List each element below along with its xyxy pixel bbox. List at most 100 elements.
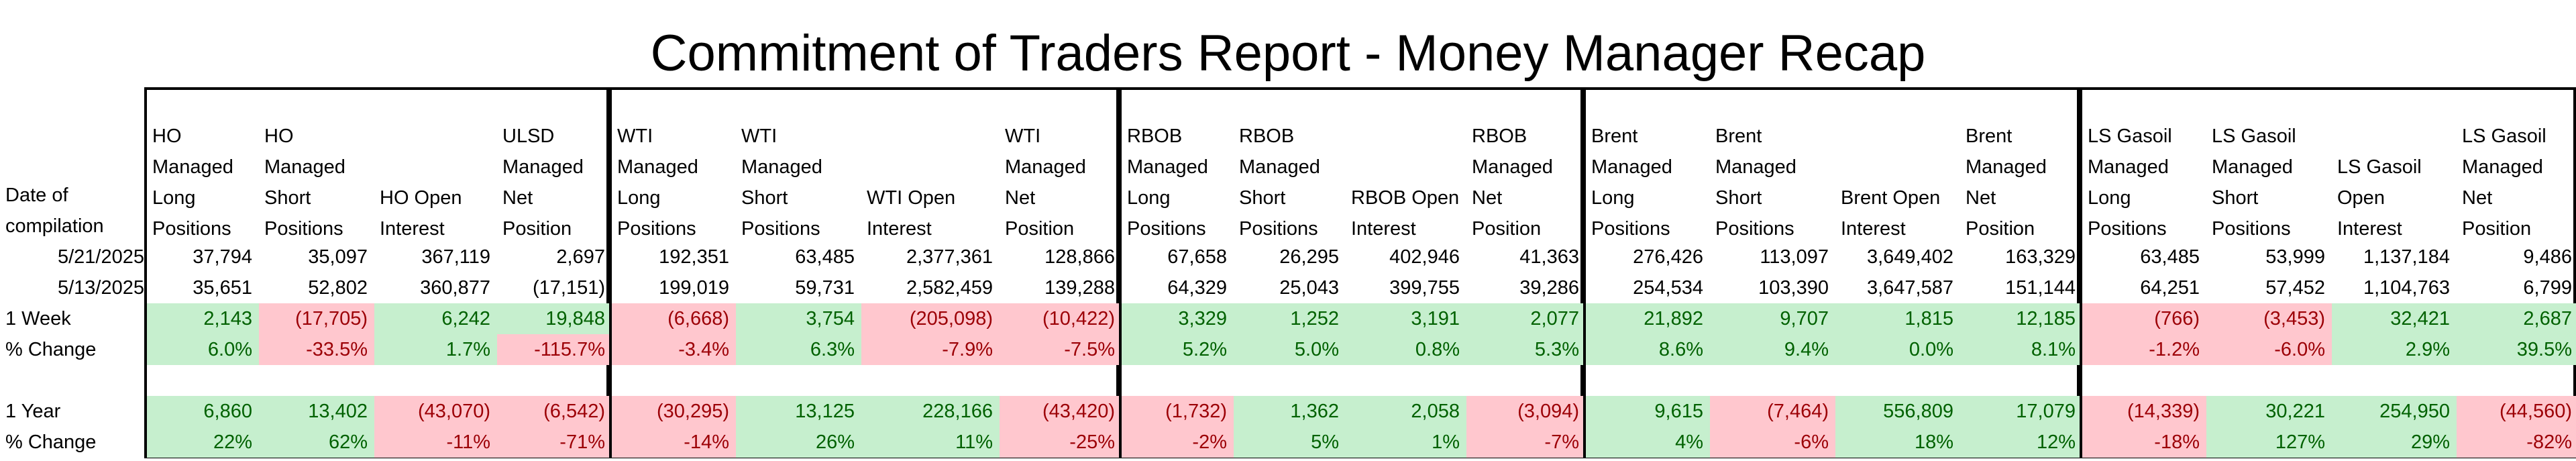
column-header-line: Position (502, 218, 572, 240)
value-cell-date1: 41,363 (1519, 246, 1579, 268)
column-header-line: Managed (1715, 156, 1796, 178)
column-header-line: Positions (1239, 218, 1318, 240)
column-header-line: Managed (617, 156, 698, 178)
value-cell-year: 254,950 (2332, 396, 2457, 427)
column-header-line: Managed (2088, 156, 2169, 178)
value-cell-week: (10,422) (1000, 303, 1122, 334)
column-header-line: Long (617, 187, 661, 209)
value-cell-week: (766) (2082, 303, 2206, 334)
value-cell-week: (6,668) (612, 303, 736, 334)
value-cell-year-pct: 1% (1346, 427, 1466, 458)
column-header-line: Positions (264, 218, 343, 240)
value-cell-date2: 64,329 (1167, 277, 1227, 299)
value-cell-year: (7,464) (1710, 396, 1835, 427)
value-cell-date1: 53,999 (2265, 246, 2325, 268)
value-cell-week-pct: 6.3% (736, 334, 861, 365)
value-cell-week-pct: -7.9% (861, 334, 1000, 365)
value-cell-week: 3,329 (1122, 303, 1234, 334)
column-header-line: Long (2088, 187, 2131, 209)
column-header-line: Brent (1966, 125, 2012, 147)
column-brent-2: Brent Open Interest 3,649,402 3,647,587 1,81… (1835, 90, 1960, 458)
value-cell-week: 2,143 (147, 303, 259, 334)
value-cell-date1: 163,329 (2005, 246, 2076, 268)
week-change-label: 1 Week (5, 308, 71, 329)
column-header-line: Positions (1127, 218, 1206, 240)
value-cell-week-pct: -1.2% (2082, 334, 2206, 365)
value-cell-date1: 26,295 (1279, 246, 1339, 268)
value-cell-week-pct: 8.1% (1960, 334, 2082, 365)
value-cell-week: 19,848 (497, 303, 612, 334)
column-header-line: HO Open (380, 187, 462, 209)
value-cell-year: (6,542) (497, 396, 612, 427)
value-cell-year-pct: 22% (147, 427, 259, 458)
column-header-line: LS Gasoil (2462, 125, 2546, 147)
column-ho-3: ULSD Managed Net Position 2,697 (17,151) 19,84… (497, 90, 612, 458)
value-cell-week-pct: 6.0% (147, 334, 259, 365)
column-header-line: Positions (2088, 218, 2167, 240)
column-wti-0: WTI Managed Long Positions 192,351 199,019 (6,… (612, 90, 736, 458)
value-cell-year: (43,070) (374, 396, 497, 427)
value-cell-date1: 276,426 (1633, 246, 1703, 268)
value-cell-year: 1,362 (1234, 396, 1346, 427)
value-cell-date2: 39,286 (1519, 277, 1579, 299)
column-header-line: Net (2462, 187, 2493, 209)
value-cell-week-pct: 5.3% (1466, 334, 1586, 365)
value-cell-date1: 3,649,402 (1866, 246, 1953, 268)
value-cell-year-pct: -2% (1122, 427, 1234, 458)
value-cell-week: 6,242 (374, 303, 497, 334)
value-cell-year: 228,166 (861, 396, 1000, 427)
column-brent-1: Brent Managed Short Positions 113,097 103,390… (1710, 90, 1835, 458)
value-cell-date2: 139,288 (1044, 277, 1115, 299)
value-cell-date1: 128,866 (1044, 246, 1115, 268)
column-header-line: Brent (1591, 125, 1638, 147)
column-header-line: Positions (741, 218, 820, 240)
value-cell-week-pct: -33.5% (259, 334, 374, 365)
column-header-line: Managed (2212, 156, 2293, 178)
column-ho-1: HO Managed Short Positions 35,097 52,802 (17,7… (259, 90, 374, 458)
value-cell-year: 6,860 (147, 396, 259, 427)
column-header-line: Short (264, 187, 311, 209)
value-cell-year: (30,295) (612, 396, 736, 427)
column-header-line: Short (1239, 187, 1286, 209)
value-cell-date2: 1,104,763 (2363, 277, 2450, 299)
column-wti-1: WTI Managed Short Positions 63,485 59,731 3,75… (736, 90, 861, 458)
column-header-line: ULSD (502, 125, 555, 147)
value-cell-week-pct: -115.7% (497, 334, 612, 365)
column-ho-2: HO Open Interest 367,119 360,877 6,242 1.7% (4… (374, 90, 497, 458)
column-header-line: Interest (2337, 218, 2402, 240)
date-current: 5/21/2025 (57, 246, 144, 268)
column-header-line: Positions (152, 218, 231, 240)
value-cell-year-pct: 4% (1586, 427, 1710, 458)
column-header-line: Short (1715, 187, 1762, 209)
value-cell-date2: 2,582,459 (906, 277, 993, 299)
value-cell-year-pct: 5% (1234, 427, 1346, 458)
column-header-line: RBOB Open (1351, 187, 1460, 209)
column-header-line: Brent Open (1841, 187, 1941, 209)
value-cell-week: 21,892 (1586, 303, 1710, 334)
value-cell-date2: (17,151) (532, 277, 605, 299)
column-header-line: Managed (741, 156, 822, 178)
column-rbob-3: RBOB Managed Net Position 41,363 39,286 2,077 5… (1466, 90, 1586, 458)
value-cell-date2: 64,251 (2140, 277, 2200, 299)
column-header-line: LS Gasoil (2088, 125, 2172, 147)
report-title: Commitment of Traders Report - Money Man… (650, 25, 1926, 82)
column-header-line: Position (1472, 218, 1542, 240)
value-cell-year-pct: -6% (1710, 427, 1835, 458)
column-gasoil-3: LS Gasoil Managed Net Position 9,486 6,799 2,6… (2457, 90, 2576, 458)
value-cell-week: 1,252 (1234, 303, 1346, 334)
column-header-line: Long (152, 187, 196, 209)
column-header-line: Net (1005, 187, 1036, 209)
column-header-line: LS Gasoil (2212, 125, 2296, 147)
value-cell-week: (17,705) (259, 303, 374, 334)
value-cell-date1: 2,697 (556, 246, 605, 268)
value-cell-week: 9,707 (1710, 303, 1835, 334)
column-wti-2: WTI Open Interest 2,377,361 2,582,459 (205,0… (861, 90, 1000, 458)
column-header-line: Managed (1472, 156, 1553, 178)
value-cell-year: 2,058 (1346, 396, 1466, 427)
column-header-line: Positions (617, 218, 696, 240)
column-header-line: Managed (264, 156, 345, 178)
value-cell-date1: 63,485 (795, 246, 855, 268)
column-gasoil-2: LS Gasoil Open Interest 1,137,184 1,104,763 3… (2332, 90, 2457, 458)
column-header-line: Managed (152, 156, 233, 178)
value-cell-year-pct: -14% (612, 427, 736, 458)
